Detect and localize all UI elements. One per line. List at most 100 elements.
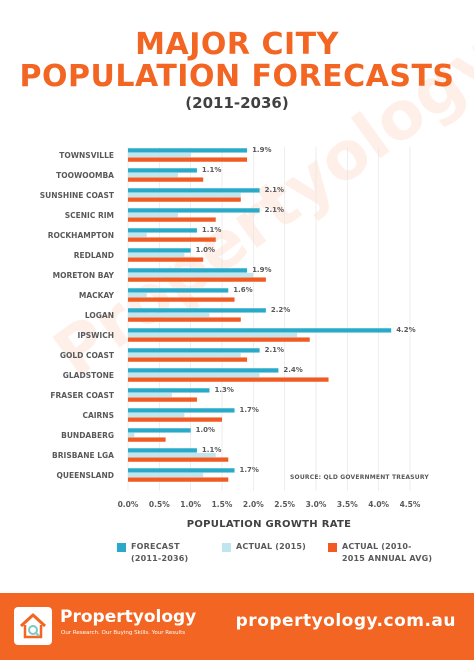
category-label: TOWNSVILLE [59, 151, 114, 160]
bar-actual-avg [128, 177, 204, 182]
bar-actual-2015 [128, 272, 254, 278]
bar-actual-avg [128, 157, 248, 162]
data-label: 1.7% [240, 406, 259, 414]
footer-bar: Propertyology Our Research. Our Buying S… [0, 593, 474, 660]
category-label: QUEENSLAND [57, 471, 114, 480]
propertyology-logo[interactable] [14, 607, 52, 645]
data-label: 1.1% [202, 166, 221, 174]
bar-forecast [128, 328, 392, 333]
bar-forecast [128, 208, 260, 213]
data-label: 1.0% [196, 246, 215, 254]
x-tick-label: 1.5% [212, 500, 233, 509]
bar-actual-2015 [128, 412, 185, 418]
bar-actual-avg [128, 257, 204, 262]
chart-title-line1: MAJOR CITY [135, 27, 339, 62]
bar-forecast [128, 348, 260, 353]
legend-label-actual-avg-line2: 2015 ANNUAL AVG) [342, 554, 433, 563]
data-label: 1.1% [202, 446, 221, 454]
bar-forecast [128, 308, 266, 313]
data-label: 4.2% [396, 326, 415, 334]
legend-swatch-actual-avg [328, 543, 337, 552]
website-url[interactable]: propertyology.com.au [235, 611, 456, 631]
data-label: 2.2% [271, 306, 290, 314]
bar-actual-2015 [128, 152, 191, 158]
bar-actual-2015 [128, 392, 172, 398]
legend-item-forecast: FORECAST (2011-2036) [117, 541, 188, 565]
bar-actual-2015 [128, 292, 147, 298]
data-label: 2.1% [265, 186, 284, 194]
bar-actual-2015 [128, 252, 185, 258]
bar-actual-2015 [128, 212, 179, 218]
bar-forecast [128, 368, 279, 373]
data-label: 1.0% [196, 426, 215, 434]
bar-actual-2015 [128, 172, 179, 178]
bar-actual-avg [128, 317, 241, 322]
bar-actual-2015 [128, 232, 147, 238]
bar-actual-2015 [128, 352, 241, 358]
data-label: 2.1% [265, 346, 284, 354]
bar-forecast [128, 228, 197, 233]
legend-label-actual-avg-line1: ACTUAL (2010- [342, 542, 412, 551]
bar-actual-avg [128, 237, 216, 242]
x-tick-label: 2.5% [274, 500, 295, 509]
bar-actual-2015 [128, 192, 241, 198]
category-label: CAIRNS [82, 411, 114, 420]
bar-actual-2015 [128, 332, 298, 338]
bar-forecast [128, 268, 248, 273]
data-label: 1.1% [202, 226, 221, 234]
category-label: MORETON BAY [53, 271, 115, 280]
category-label: LOGAN [85, 311, 114, 320]
bar-forecast [128, 168, 197, 173]
bar-actual-avg [128, 197, 241, 202]
category-label: GOLD COAST [60, 351, 115, 360]
bar-actual-avg [128, 217, 216, 222]
brand-tagline: Our Research. Our Buying Skills. Your Re… [61, 630, 186, 636]
bar-actual-avg [128, 337, 310, 342]
category-label: IPSWICH [77, 331, 114, 340]
x-tick-label: 4.0% [368, 500, 389, 509]
bar-forecast [128, 148, 248, 153]
bar-forecast [128, 388, 210, 393]
data-label: 2.4% [283, 366, 302, 374]
brand-name[interactable]: Propertyology [60, 607, 197, 627]
legend-item-actual-avg: ACTUAL (2010- 2015 ANNUAL AVG) [328, 541, 432, 565]
legend-label-actual-2015: ACTUAL (2015) [236, 542, 307, 551]
legend-label-forecast-line2: (2011-2036) [131, 554, 189, 563]
data-label: 1.9% [252, 146, 271, 154]
bar-actual-avg [128, 477, 229, 482]
chart-title-line2: POPULATION FORECASTS [19, 59, 455, 94]
bar-actual-avg [128, 397, 197, 402]
x-tick-label: 0.0% [118, 500, 139, 509]
bar-forecast [128, 428, 191, 433]
bar-actual-2015 [128, 472, 204, 478]
x-tick-label: 1.0% [180, 500, 201, 509]
category-label: REDLAND [74, 251, 114, 260]
bar-forecast [128, 448, 197, 453]
bar-forecast [128, 188, 260, 193]
legend-swatch-forecast [117, 543, 126, 552]
legend-swatch-actual-2015 [222, 543, 231, 552]
bar-actual-2015 [128, 432, 135, 438]
x-tick-label: 4.5% [400, 500, 421, 509]
house-logo-icon [19, 613, 47, 639]
bar-actual-2015 [128, 452, 216, 458]
bar-forecast [128, 408, 235, 413]
data-label: 1.7% [240, 466, 259, 474]
x-tick-label: 2.0% [243, 500, 264, 509]
bar-forecast [128, 468, 235, 473]
data-label: 1.6% [233, 286, 252, 294]
category-label: GLADSTONE [63, 371, 114, 380]
bar-actual-avg [128, 377, 329, 382]
chart-subtitle: (2011-2036) [185, 94, 289, 112]
x-tick-label: 3.5% [337, 500, 358, 509]
x-tick-label: 0.5% [149, 500, 170, 509]
data-label: 1.9% [252, 266, 271, 274]
bar-actual-2015 [128, 312, 210, 318]
category-label: TOOWOOMBA [56, 171, 114, 180]
category-label: MACKAY [79, 291, 115, 300]
source-note: SOURCE: QLD GOVERNMENT TREASURY [290, 474, 429, 481]
x-axis-title: POPULATION GROWTH RATE [186, 519, 352, 530]
data-label: 1.3% [214, 386, 233, 394]
bar-forecast [128, 248, 191, 253]
category-label: BUNDABERG [61, 431, 114, 440]
